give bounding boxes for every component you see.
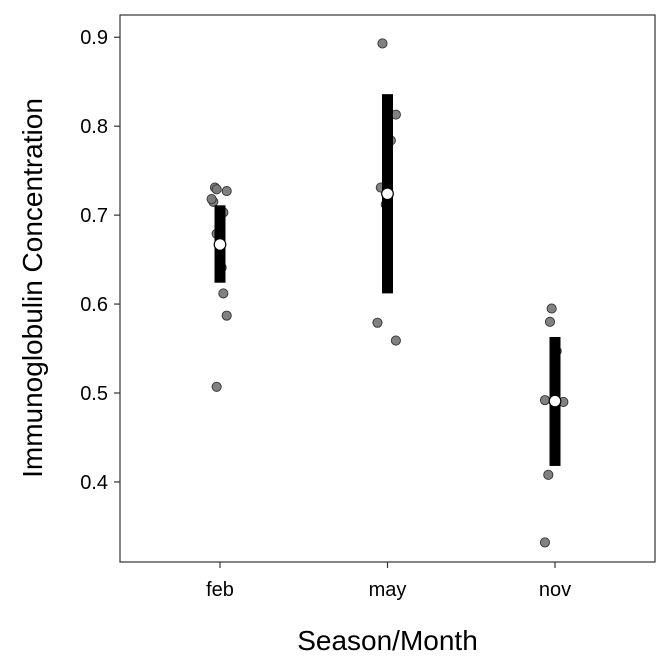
data-point-feb — [222, 311, 231, 320]
data-point-may — [378, 39, 387, 48]
y-tick-label: 0.9 — [80, 27, 108, 49]
x-tick-label-may: may — [369, 579, 407, 601]
data-point-feb — [219, 289, 228, 298]
x-axis-title: Season/Month — [297, 625, 478, 656]
mean-marker-may — [382, 188, 394, 200]
data-point-feb — [222, 187, 231, 196]
x-axis-ticks: feb may nov — [206, 562, 571, 601]
data-point-may — [391, 336, 400, 345]
y-tick-label: 0.4 — [80, 472, 108, 494]
data-point-nov — [540, 396, 549, 405]
data-point-nov — [544, 470, 553, 479]
data-point-feb — [207, 195, 216, 204]
data-point-feb — [212, 382, 221, 391]
data-point-feb — [212, 185, 221, 194]
y-tick-label: 0.5 — [80, 383, 108, 405]
data-point-nov — [540, 538, 549, 547]
data-point-nov — [545, 317, 554, 326]
y-tick-label: 0.7 — [80, 205, 108, 227]
y-tick-label: 0.8 — [80, 116, 108, 138]
y-tick-label: 0.6 — [80, 294, 108, 316]
x-tick-label-nov: nov — [539, 579, 571, 601]
data-point-nov — [547, 304, 556, 313]
mean-marker-nov — [549, 395, 561, 407]
y-axis-ticks: 0.4 0.5 0.6 0.7 0.8 0.9 — [80, 27, 120, 494]
data-point-may — [373, 318, 382, 327]
mean-marker-feb — [214, 239, 226, 251]
y-axis-title: Immunoglobulin Concentration — [17, 98, 48, 478]
x-tick-label-feb: feb — [206, 579, 234, 601]
